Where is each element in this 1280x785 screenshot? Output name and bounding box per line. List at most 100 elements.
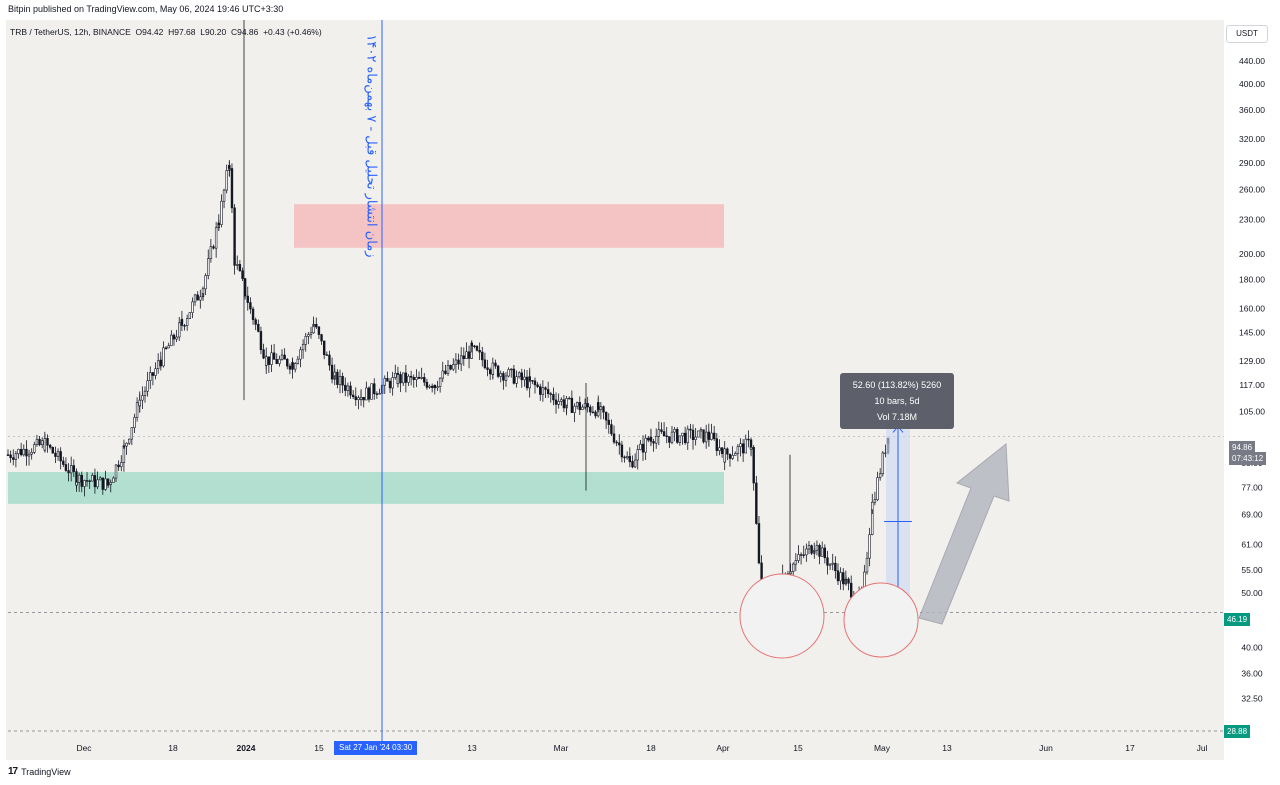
- candle-body: [46, 438, 49, 446]
- candle-body: [93, 475, 97, 488]
- candle-body: [196, 294, 199, 301]
- candle-body: [462, 355, 465, 359]
- candle-body: [83, 480, 86, 487]
- candle-body: [64, 464, 68, 471]
- candle-body: [673, 429, 676, 433]
- x-tick-label: 18: [168, 743, 178, 753]
- projection-arrow: [918, 443, 1010, 625]
- candle-body: [465, 351, 468, 359]
- candle-body: [731, 454, 734, 459]
- candle-body: [665, 435, 668, 437]
- candle-body: [217, 222, 220, 225]
- countdown-tag: 07:43:12: [1229, 452, 1267, 465]
- candle-body: [167, 345, 170, 349]
- candle-body: [12, 457, 15, 460]
- candle-body: [351, 394, 355, 398]
- candle-body: [291, 362, 294, 370]
- candle-body: [726, 448, 729, 455]
- candle-body: [27, 453, 31, 457]
- candle-body: [428, 385, 431, 388]
- candle-body: [510, 368, 513, 371]
- x-tick-label: Mar: [554, 743, 569, 753]
- candle-body: [409, 375, 413, 378]
- price-chart[interactable]: 500.00440.00400.00360.00320.00290.00260.…: [6, 20, 1274, 760]
- candle-body: [818, 545, 821, 557]
- candle-body: [354, 396, 357, 401]
- candle-body: [570, 397, 574, 413]
- measure-bars: 10 bars, 5d: [874, 396, 920, 406]
- candle-body: [694, 436, 697, 440]
- candle-body: [130, 427, 134, 440]
- candle-body: [241, 270, 244, 279]
- x-tick-label: 17: [1125, 743, 1135, 753]
- plot-background: [6, 20, 1224, 760]
- candle-body: [315, 323, 318, 328]
- candle-body: [346, 385, 350, 391]
- candle-body: [338, 376, 342, 385]
- candle-body: [831, 562, 834, 565]
- currency-button[interactable]: USDT: [1226, 25, 1268, 43]
- candle-body: [844, 578, 848, 581]
- candle-body: [88, 480, 91, 482]
- candle-body: [322, 340, 326, 355]
- candle-body: [620, 444, 624, 458]
- candle-body: [794, 560, 798, 565]
- published-caption: Bitpin published on TradingView.com, May…: [8, 4, 284, 14]
- candle-body: [662, 431, 666, 437]
- candle-body: [402, 372, 405, 384]
- candle-body: [602, 406, 605, 413]
- candle-body: [594, 411, 597, 417]
- candle-body: [712, 432, 716, 440]
- candle-body: [728, 453, 732, 459]
- candle-body: [212, 246, 215, 249]
- candle-body: [755, 482, 758, 524]
- candle-body: [718, 447, 721, 451]
- candle-body: [541, 387, 545, 395]
- double-bottom-circle-1: [739, 573, 825, 659]
- candle-body: [341, 376, 344, 386]
- y-tick-label: 145.00: [1239, 328, 1265, 338]
- candle-body: [159, 359, 163, 367]
- candle-body: [623, 456, 626, 459]
- candle-body: [546, 389, 550, 395]
- candle-body: [618, 442, 621, 446]
- x-tick-label: 13: [467, 743, 477, 753]
- candle-body: [702, 429, 705, 443]
- y-tick-label: 105.00: [1239, 407, 1265, 417]
- candle-body: [739, 443, 742, 448]
- candle-body: [710, 432, 713, 440]
- candle-body: [296, 358, 300, 364]
- candle-body: [525, 376, 529, 389]
- candle-body: [141, 395, 144, 401]
- candle-body: [704, 431, 708, 443]
- candle-body: [565, 398, 568, 406]
- candle-body: [678, 435, 682, 443]
- candle-body: [591, 411, 595, 414]
- candle-body: [736, 446, 740, 454]
- y-tick-label: 260.00: [1239, 185, 1265, 195]
- candle-body: [373, 383, 376, 395]
- candle-body: [847, 578, 850, 584]
- candle-body: [528, 376, 531, 381]
- measure-volume: Vol 7.18M: [876, 412, 918, 422]
- y-tick-label: 230.00: [1239, 215, 1265, 225]
- y-tick-label: 55.00: [1241, 565, 1263, 575]
- candle-body: [48, 444, 52, 448]
- candle-body: [336, 371, 339, 385]
- y-tick-label: 117.00: [1239, 380, 1265, 390]
- candle-body: [185, 318, 189, 327]
- candle-body: [536, 384, 539, 387]
- candle-body: [325, 354, 329, 356]
- candle-body: [320, 334, 323, 342]
- candle-body: [207, 258, 210, 276]
- candle-body: [270, 352, 273, 365]
- candle-body: [259, 331, 263, 351]
- candle-body: [823, 547, 827, 559]
- candle-body: [446, 364, 450, 374]
- candle-body: [873, 499, 877, 503]
- candle-body: [597, 402, 600, 410]
- chart-area[interactable]: 500.00440.00400.00360.00320.00290.00260.…: [6, 20, 1274, 760]
- candle-body: [871, 501, 874, 511]
- y-tick-label: 320.00: [1239, 134, 1265, 144]
- candle-body: [25, 448, 28, 457]
